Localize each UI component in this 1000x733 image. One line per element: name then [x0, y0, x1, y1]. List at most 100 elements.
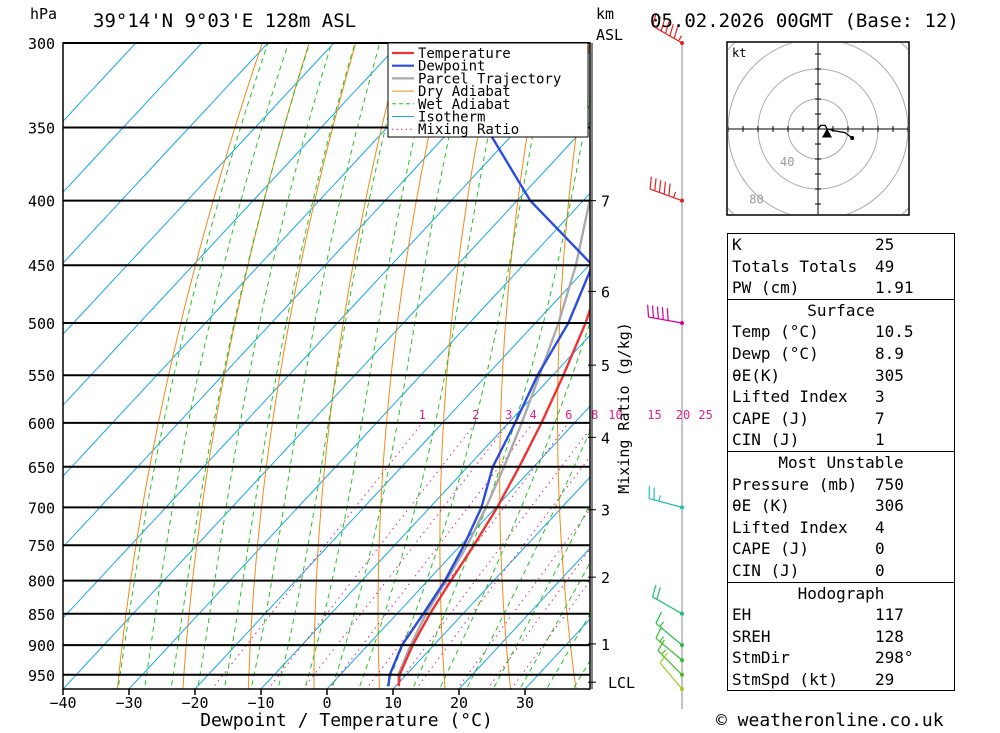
mixing-ratio-value: 3 — [505, 408, 512, 422]
surface-title: Surface — [807, 300, 875, 320]
isotherm-line — [63, 43, 533, 548]
isotherm-line — [194, 263, 590, 689]
legend-entry: Dry Adiabat — [418, 84, 511, 100]
hodograph-ring-label: 40 — [780, 155, 794, 169]
pressure-tick-label: 950 — [28, 667, 55, 685]
hodograph-end-dot — [850, 136, 855, 140]
isotherm-line — [128, 192, 590, 689]
height-tick-label: 4 — [601, 429, 610, 447]
copyright[interactable]: © weatheronline.co.uk — [716, 710, 944, 731]
x-tick-label: −10 — [247, 694, 274, 712]
pressure-tick-label: 650 — [28, 459, 55, 477]
wind-barb — [655, 611, 684, 648]
mu-row: Pressure (mb) 750 — [732, 474, 904, 494]
mixing-ratio-value: 1 — [419, 408, 426, 422]
x-tick-label: 10 — [384, 694, 402, 712]
wind-barb-feather — [673, 26, 679, 39]
wind-barb-feather — [656, 306, 659, 319]
wind-barb — [651, 584, 684, 616]
wind-barb-staff — [648, 316, 683, 324]
wind-barb-feather — [659, 652, 668, 664]
wind-barb-feather — [666, 308, 669, 321]
mixing-ratio-value: 25 — [698, 408, 712, 422]
height-tick-label: 3 — [601, 502, 610, 520]
height-unit-label-asl: ASL — [596, 26, 623, 44]
x-tick-label: −20 — [181, 694, 208, 712]
legend-entry: Temperature — [418, 46, 511, 62]
wind-barb-staff — [657, 650, 683, 676]
wind-barb-half-feather — [672, 191, 677, 198]
pressure-tick-label: 600 — [28, 415, 55, 433]
isotherm-line — [458, 547, 590, 689]
wind-barb-half-feather — [658, 495, 661, 502]
legend-entry: Wet Adiabat — [418, 97, 511, 113]
isotherm-line — [63, 43, 335, 335]
wind-barb-feather — [655, 626, 662, 639]
dry-adiabat-line — [668, 24, 710, 703]
datetime-title: 05.02.2026 00GMT (Base: 12) — [650, 10, 959, 32]
height-tick-label: 7 — [601, 193, 610, 211]
x-tick-label: −30 — [115, 694, 142, 712]
wind-barb — [647, 304, 684, 325]
hodograph-ring-label: 80 — [749, 192, 763, 206]
wind-barb — [655, 626, 684, 663]
wind-barb-feather — [657, 639, 665, 652]
location-title: 39°14'N 9°03'E 128m ASL — [93, 10, 357, 32]
wind-barb — [657, 639, 684, 677]
isotherm-line — [63, 43, 467, 477]
index-row-pw: PW (cm) 1.91 — [732, 278, 914, 298]
dry-adiabat-line — [116, 43, 263, 689]
isotherm-line — [63, 43, 401, 406]
wet-adiabat-line — [277, 43, 408, 689]
dry-adiabat-line — [247, 43, 357, 689]
hodograph-unit-label: kt — [732, 46, 746, 60]
wind-barb-half-feather — [659, 621, 665, 627]
wind-barb-feather — [651, 13, 657, 27]
wind-barb-feather — [668, 183, 671, 196]
isotherm-line — [524, 618, 590, 689]
wind-barb-half-feather — [661, 649, 667, 655]
surface-row: θE(K) 305 — [732, 365, 904, 385]
x-tick-label: 30 — [516, 694, 534, 712]
wind-barb-staff — [655, 637, 683, 661]
wind-barb-feather — [655, 611, 662, 624]
isotherm-line — [260, 334, 590, 689]
isotherm-line — [63, 121, 590, 689]
wet-adiabat-line — [358, 43, 508, 689]
most-unstable-title: Most Unstable — [778, 452, 904, 472]
surface-row: CIN (J) 1 — [732, 430, 885, 450]
wind-barb-staff — [659, 662, 683, 690]
pressure-tick-label: 550 — [28, 367, 55, 385]
wind-barb-staff — [652, 596, 683, 615]
wet-adiabat-line — [331, 43, 471, 689]
mixing-ratio-line — [510, 579, 590, 689]
x-tick-label: 0 — [322, 694, 331, 712]
wind-barb-staff — [649, 188, 683, 202]
wet-adiabat-line — [438, 320, 590, 689]
dry-adiabat-line — [963, 24, 1000, 703]
wet-adiabat-line — [223, 43, 356, 689]
wind-barb-feather — [656, 587, 661, 600]
surface-row: Dewp (°C) 8.9 — [732, 343, 904, 363]
mixing-ratio-value: 10 — [608, 408, 622, 422]
mixing-ratio-value: 4 — [529, 408, 536, 422]
wet-adiabat-line — [412, 96, 590, 689]
pressure-tick-label: 350 — [28, 119, 55, 137]
legend-entry: Parcel Trajectory — [418, 71, 561, 87]
wind-barb-half-feather — [659, 636, 665, 642]
general-indices-section: K 25 Totals Totals 49 PW (cm) 1.91 — [728, 234, 954, 299]
hodograph-title: Hodograph — [797, 583, 885, 603]
wind-barb — [659, 652, 684, 691]
wind-barb-staff — [655, 622, 683, 646]
height-tick-label: 1 — [601, 636, 610, 654]
hodograph-section: Hodograph EH 117 SREH 128 StmDir 298° StmSp… — [728, 581, 954, 691]
mixing-ratio-value: 20 — [676, 408, 690, 422]
isotherm-line — [63, 50, 590, 619]
wet-adiabat-line — [250, 43, 381, 689]
wind-barb-feather — [658, 180, 662, 193]
storm-motion-marker — [822, 128, 832, 138]
wind-barb-staff — [652, 25, 683, 44]
wet-adiabat-line — [117, 43, 269, 689]
pressure-tick-label: 800 — [28, 573, 55, 591]
